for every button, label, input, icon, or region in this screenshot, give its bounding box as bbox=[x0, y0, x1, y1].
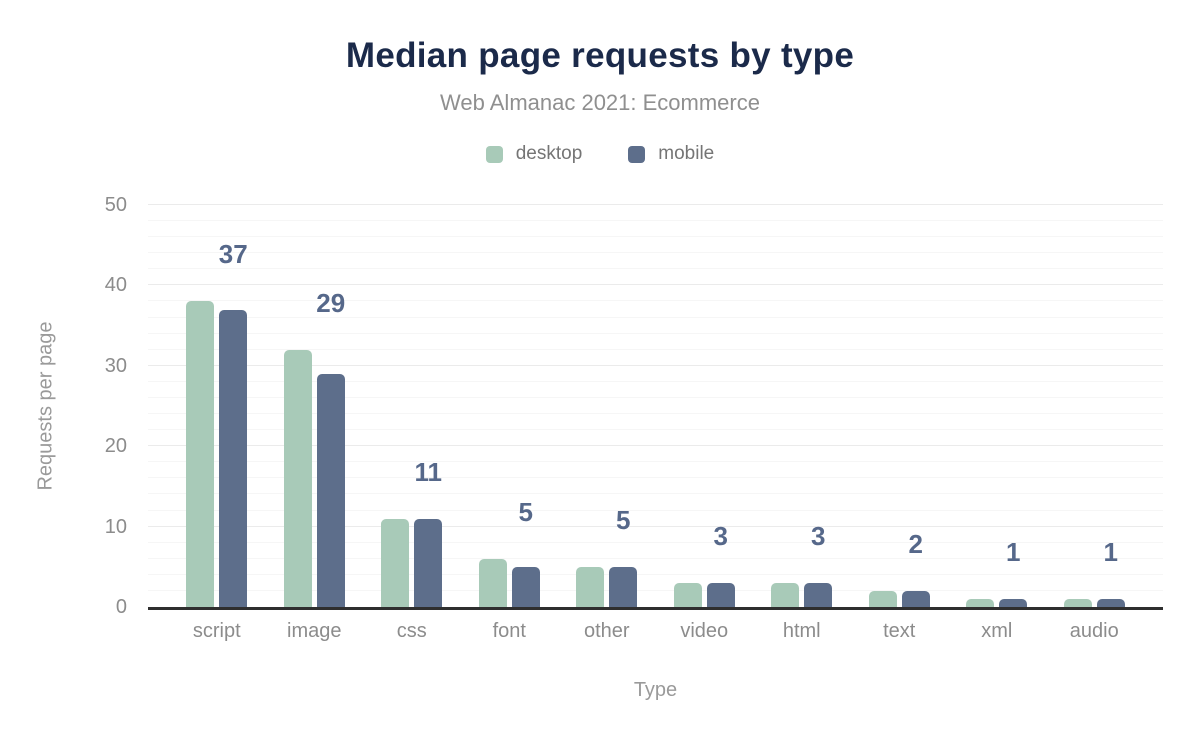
legend-item-desktop[interactable]: desktop bbox=[485, 143, 583, 165]
gridline-minor bbox=[148, 573, 1163, 575]
x-tick-image: image bbox=[287, 620, 342, 642]
y-tick-20: 20 bbox=[104, 435, 127, 458]
mobile-bar-other[interactable] bbox=[609, 566, 638, 607]
bar-group-xml: 1 bbox=[948, 205, 1046, 607]
data-label-html: 3 bbox=[811, 520, 826, 551]
mobile-bar-video[interactable] bbox=[706, 582, 735, 607]
desktop-bar-script[interactable] bbox=[186, 301, 215, 607]
x-tick-xml: xml bbox=[981, 620, 1013, 642]
desktop-bar-xml[interactable] bbox=[966, 598, 995, 607]
y-tick-30: 30 bbox=[104, 354, 127, 377]
gridline-major bbox=[148, 525, 1163, 527]
gridline-minor bbox=[148, 380, 1163, 382]
bar-group-text: 2 bbox=[851, 205, 949, 607]
x-axis-title: Type bbox=[633, 679, 678, 701]
gridline-minor bbox=[148, 348, 1163, 350]
data-label-css: 11 bbox=[414, 456, 443, 487]
gridline-minor bbox=[148, 268, 1163, 270]
x-tick-font: font bbox=[492, 620, 526, 642]
gridline-minor bbox=[148, 557, 1163, 559]
bar-group-image: 29 bbox=[266, 205, 364, 607]
mobile-bar-font[interactable] bbox=[511, 566, 540, 607]
x-tick-text: text bbox=[883, 620, 916, 642]
bar-group-audio: 1 bbox=[1046, 205, 1144, 607]
gridline-minor bbox=[148, 541, 1163, 543]
bar-group-other: 5 bbox=[558, 205, 656, 607]
chart-subtitle: Web Almanac 2021: Ecommerce bbox=[440, 90, 760, 115]
mobile-bar-css[interactable] bbox=[414, 518, 443, 607]
mobile-bar-xml[interactable] bbox=[999, 598, 1028, 607]
mobile-bar-text[interactable] bbox=[901, 590, 930, 607]
gridline-minor bbox=[148, 252, 1163, 254]
gridline-minor bbox=[148, 220, 1163, 222]
y-tick-10: 10 bbox=[104, 515, 127, 538]
x-tick-css: css bbox=[396, 620, 427, 642]
x-tick-audio: audio bbox=[1069, 620, 1119, 642]
legend: desktop mobile bbox=[0, 143, 1200, 165]
gridline-major bbox=[148, 204, 1163, 205]
x-tick-script: script bbox=[192, 620, 241, 642]
gridline-major bbox=[148, 284, 1163, 286]
desktop-bar-image[interactable] bbox=[283, 349, 312, 607]
mobile-bar-html[interactable] bbox=[804, 582, 833, 607]
gridline-minor bbox=[148, 477, 1163, 479]
desktop-bar-text[interactable] bbox=[868, 590, 897, 607]
gridline-minor bbox=[148, 461, 1163, 463]
mobile-bar-image[interactable] bbox=[316, 373, 345, 607]
gridline-major bbox=[148, 445, 1163, 447]
data-label-image: 29 bbox=[316, 287, 346, 318]
x-tick-video: video bbox=[680, 620, 729, 642]
plot-area: 37 29 11 5 5 3 3 2 1 1 bbox=[148, 204, 1163, 610]
data-label-video: 3 bbox=[713, 520, 728, 551]
desktop-bar-css[interactable] bbox=[381, 518, 410, 607]
x-axis-tick-labels: script image css font other video html text xml a… bbox=[148, 620, 1163, 643]
bar-group-html: 3 bbox=[753, 205, 851, 607]
gridline-minor bbox=[148, 332, 1163, 334]
data-label-text: 2 bbox=[908, 528, 923, 559]
legend-item-mobile[interactable]: mobile bbox=[628, 143, 714, 165]
desktop-bar-audio[interactable] bbox=[1063, 598, 1092, 607]
chart-title: Median page requests by type bbox=[345, 36, 855, 75]
desktop-bar-video[interactable] bbox=[673, 582, 702, 607]
mobile-bar-script[interactable] bbox=[219, 309, 248, 607]
gridline-major bbox=[148, 364, 1163, 366]
mobile-bar-audio[interactable] bbox=[1096, 598, 1125, 607]
y-tick-0: 0 bbox=[115, 596, 127, 618]
desktop-swatch-icon bbox=[485, 145, 503, 163]
bar-group-video: 3 bbox=[656, 205, 754, 607]
mobile-swatch-icon bbox=[628, 145, 646, 163]
data-label-font: 5 bbox=[518, 496, 533, 527]
gridline-minor bbox=[148, 589, 1163, 591]
data-label-xml: 1 bbox=[1006, 536, 1021, 567]
gridline-minor bbox=[148, 396, 1163, 398]
desktop-bar-font[interactable] bbox=[478, 558, 507, 607]
gridline-minor bbox=[148, 509, 1163, 511]
bar-groups: 37 29 11 5 5 3 3 2 1 1 bbox=[148, 205, 1163, 607]
gridline-minor bbox=[148, 413, 1163, 415]
y-tick-40: 40 bbox=[104, 274, 127, 297]
x-tick-html: html bbox=[782, 620, 821, 642]
data-label-script: 37 bbox=[218, 239, 248, 270]
desktop-bar-html[interactable] bbox=[771, 582, 800, 607]
bar-group-font: 5 bbox=[461, 205, 559, 607]
gridline-minor bbox=[148, 236, 1163, 238]
legend-label: mobile bbox=[658, 143, 715, 164]
y-axis-tick-labels: 0 10 20 30 40 50 bbox=[0, 195, 127, 617]
x-tick-other: other bbox=[583, 620, 630, 642]
gridline-minor bbox=[148, 316, 1163, 318]
bar-group-script: 37 bbox=[168, 205, 266, 607]
desktop-bar-other[interactable] bbox=[576, 566, 605, 607]
legend-label: desktop bbox=[515, 143, 583, 164]
y-tick-50: 50 bbox=[104, 194, 127, 216]
gridline-minor bbox=[148, 493, 1163, 495]
gridline-minor bbox=[148, 429, 1163, 431]
data-label-other: 5 bbox=[616, 504, 631, 535]
gridline-minor bbox=[148, 300, 1163, 302]
bar-group-css: 11 bbox=[363, 205, 461, 607]
data-label-audio: 1 bbox=[1103, 536, 1118, 567]
